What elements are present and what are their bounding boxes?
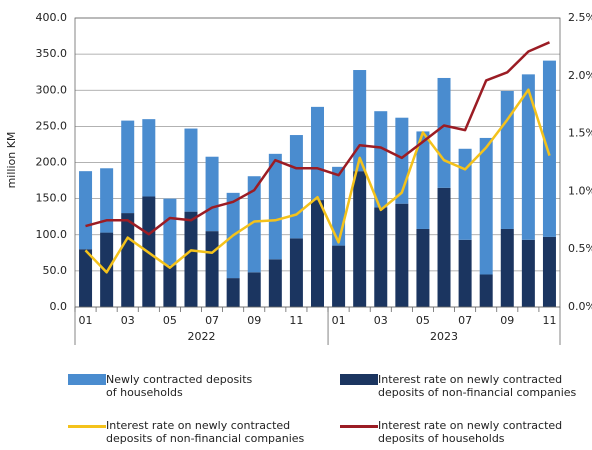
bar [79,249,93,307]
x-tick-label: 05 [163,314,177,327]
x-tick-label: 09 [500,314,514,327]
y2-tick-label: 1.5% [568,127,592,140]
legend-swatch [340,374,378,385]
bar [521,239,535,307]
x-tick-label: 11 [542,314,556,327]
bar [311,200,324,307]
bar [289,238,303,307]
x-tick-label: 11 [289,314,303,327]
bar [289,135,303,239]
bar [437,77,451,188]
bar [121,120,135,214]
bar [353,171,367,307]
plot-frame [74,17,561,308]
bar [332,245,346,307]
x-tick-label: 07 [458,314,472,327]
legend-swatch [68,425,106,428]
bar [416,228,430,307]
y2-tick-label: 1.0% [568,184,592,197]
chart: million KM 0.0 50.0 100.0 150.0 200.0 250.0 30… [5,11,592,345]
y-tick-label: 350.0 [36,47,68,60]
bar [542,60,556,237]
bar [247,176,261,273]
bar [458,239,472,307]
bar [353,70,367,172]
bar [416,131,430,229]
x-tick-label: 03 [374,314,388,327]
x-tick-label: 05 [416,314,430,327]
bar [479,137,493,275]
bar [121,213,135,307]
bar [100,232,114,307]
y-tick-label: 150.0 [36,192,68,205]
bar [163,198,177,266]
bar [268,259,282,307]
bar [205,231,219,307]
legend-swatch [340,425,378,428]
x-tick-label: 09 [247,314,261,327]
bar [163,265,177,307]
line [85,41,550,236]
line [84,88,551,274]
y2-tick-label: 0.0% [568,300,592,313]
bar [100,168,114,233]
bar [479,274,493,307]
y-tick-label: 0.0 [50,300,68,313]
x-tick-label: 07 [205,314,219,327]
bar [205,156,219,232]
bar [374,111,388,208]
bar [542,236,556,307]
bar [268,153,282,260]
bar [226,278,240,307]
y-axis-label: million KM [5,132,18,189]
y-tick-label: 100.0 [36,228,68,241]
legend-label: Newly contracted deposits of households [106,373,253,399]
y2-tick-label: 2.0% [568,69,592,82]
bar [184,128,198,212]
group-label: 2022 [188,330,216,343]
bar [184,211,198,307]
legend-label: Interest rate on newly contracted deposi… [378,373,577,399]
x-tick-label: 01 [332,314,346,327]
bar [374,207,388,307]
bar [521,74,535,240]
y-tick-label: 200.0 [36,156,68,169]
legend-label: Interest rate on newly contracted deposi… [378,419,563,445]
legend-label: Interest rate on newly contracted deposi… [106,419,305,445]
x-tick-label: 03 [121,314,135,327]
legend-swatch [68,374,106,385]
bar [79,171,93,250]
bar [395,203,409,307]
y-tick-label: 300.0 [36,83,68,96]
y-tick-label: 50.0 [43,264,68,277]
x-tick-label: 01 [79,314,93,327]
y-tick-label: 400.0 [36,11,68,24]
bar [458,148,472,240]
y-tick-label: 250.0 [36,119,68,132]
group-label: 2023 [430,330,458,343]
bar [247,272,261,307]
bar [500,228,514,307]
bar [437,187,451,307]
y2-tick-label: 2.5% [568,11,592,24]
bar [311,106,324,201]
bar [142,119,156,197]
y2-tick-label: 0.5% [568,242,592,255]
